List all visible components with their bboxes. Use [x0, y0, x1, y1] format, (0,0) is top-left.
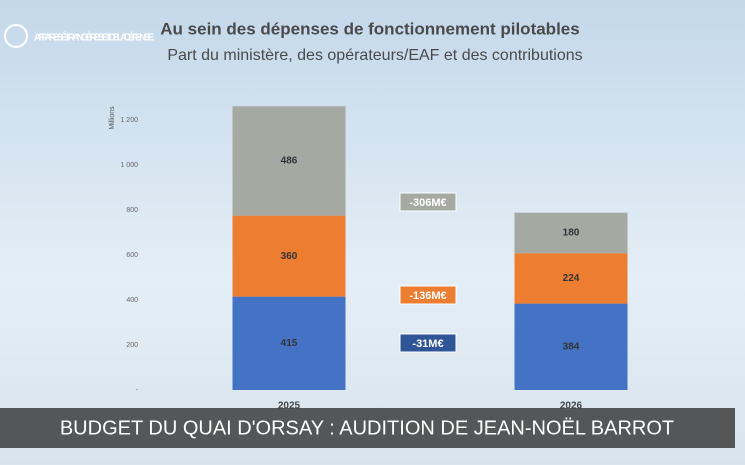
- logo-icon: [4, 24, 28, 48]
- bar-segment: [232, 296, 346, 390]
- data-label: 384: [563, 341, 580, 352]
- bar-segment: [514, 303, 628, 390]
- bar-segment: [514, 253, 628, 304]
- banner-text: BUDGET DU QUAI D'ORSAY : AUDITION DE JEA…: [60, 417, 674, 439]
- data-label: 180: [563, 228, 580, 239]
- y-tick-label: 1 000: [120, 162, 138, 169]
- y-tick-label: 1 200: [120, 117, 138, 124]
- bar-segment: [232, 106, 346, 216]
- annotation: -306M€: [409, 197, 446, 209]
- annotation-box: [399, 333, 457, 353]
- y-tick-label: 400: [126, 297, 138, 304]
- data-label: 486: [281, 156, 298, 167]
- x-tick-label: 2026: [560, 401, 583, 412]
- y-tick-label: -: [136, 387, 139, 394]
- annotation-box: [399, 192, 457, 212]
- y-axis-label: Millions: [109, 106, 116, 130]
- y-tick-label: 800: [126, 207, 138, 214]
- data-label: 415: [281, 338, 298, 349]
- bar-segment: [232, 215, 346, 297]
- chart-title: Au sein des dépenses de fonctionnement p…: [160, 19, 579, 38]
- annotation: -136M€: [409, 290, 446, 302]
- annotation-box: [399, 285, 457, 305]
- data-label: 360: [281, 251, 298, 262]
- banner-bg: [0, 408, 735, 448]
- y-tick-label: 200: [126, 342, 138, 349]
- bar-segment: [514, 212, 628, 254]
- y-tick-label: 600: [126, 252, 138, 259]
- annotation: -31M€: [412, 338, 443, 350]
- logo-text: AFFAIRES ÉTRANGÈRES ET DE LA DÉFENSE: [34, 31, 154, 44]
- data-label: 224: [563, 273, 580, 284]
- chart-subtitle: Part du ministère, des opérateurs/EAF et…: [167, 47, 582, 64]
- x-tick-label: 2025: [278, 401, 301, 412]
